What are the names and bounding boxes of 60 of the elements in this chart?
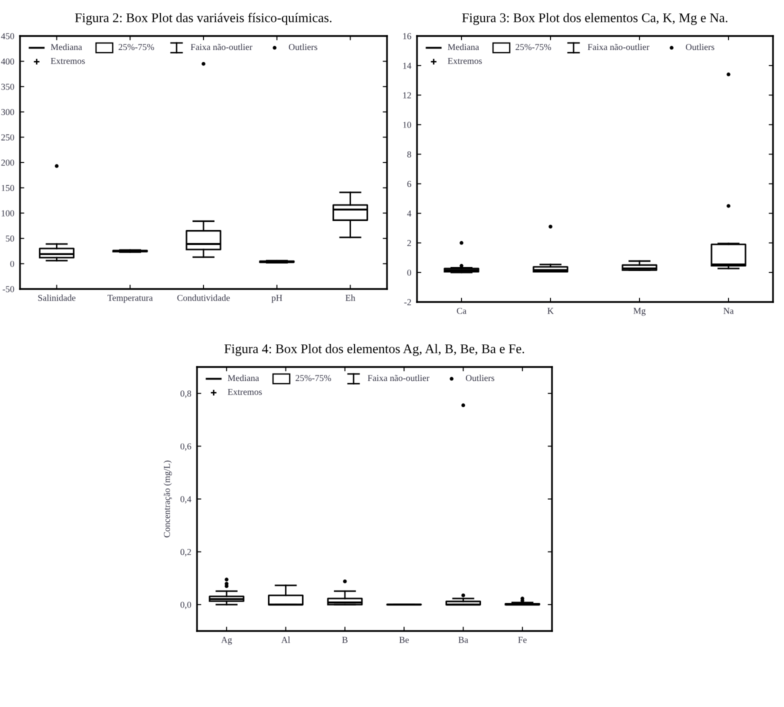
annotation: Extremos: [448, 58, 482, 64]
y-tick-label: 4: [407, 210, 412, 216]
annotation: 25%-75%: [296, 374, 332, 382]
chart-title: Figura 4: Box Plot dos elementos Ag, Al, B, Be, Ba e Fe.: [224, 344, 524, 356]
y-tick-label: 2: [407, 240, 411, 246]
y-tick-label: 0,6: [180, 443, 192, 451]
annotation: Outliers: [686, 44, 714, 50]
annotation: Mediana: [448, 44, 480, 50]
annotation: Extremos: [228, 388, 262, 395]
annotation: Faixa não-outlier: [190, 44, 252, 50]
y-tick-label: 16: [403, 33, 412, 40]
y-tick-label: 150: [2, 184, 14, 192]
annotation: Mediana: [228, 374, 260, 382]
y-tick-label: 50: [6, 236, 14, 242]
y-tick-label: 0,8: [180, 390, 192, 398]
annotation: 25%-75%: [118, 44, 154, 50]
y-tick-label: 12: [403, 92, 411, 98]
y-tick-label: 0,0: [180, 602, 192, 610]
y-tick-label: -2: [404, 299, 411, 306]
annotation: 25%-75%: [516, 44, 552, 50]
x-tick-label: Ba: [458, 636, 468, 643]
y-tick-label: -50: [2, 286, 14, 292]
x-tick-label: Salinidade: [38, 294, 76, 301]
y-tick-label: 200: [1, 160, 14, 166]
y-tick-label: 100: [2, 210, 14, 216]
y-tick-label: 250: [1, 134, 14, 140]
x-tick-label: Eh: [346, 294, 356, 301]
y-tick-label: 14: [403, 62, 412, 69]
x-tick-label: B: [342, 636, 348, 643]
y-tick-label: 6: [407, 180, 412, 187]
x-tick-label: Be: [399, 636, 409, 643]
y-tick-label: 350: [1, 84, 14, 90]
y-tick-label: 400: [1, 58, 14, 65]
x-tick-label: Temperatura: [108, 294, 153, 303]
y-tick-label: 8: [407, 151, 412, 158]
x-tick-label: Na: [723, 308, 734, 314]
y-tick-label: 10: [403, 122, 412, 128]
y-tick-label: 0,4: [180, 496, 192, 504]
y-tick-label: 0,2: [180, 548, 191, 556]
annotation: Outliers: [466, 374, 494, 382]
chart-title: Figura 3: Box Plot dos elementos Ca, K, Mg e Na.: [462, 12, 728, 25]
y-axis-title: Concentração (mg/L): [164, 460, 172, 538]
annotation: Mediana: [50, 44, 82, 50]
x-tick-label: Ca: [456, 308, 466, 314]
x-tick-label: Mg: [633, 308, 646, 316]
annotation: Outliers: [288, 44, 318, 50]
y-tick-label: 0: [407, 270, 412, 276]
x-tick-label: K: [548, 308, 554, 314]
y-tick-label: 300: [1, 109, 14, 116]
annotation: Faixa não-outlier: [368, 374, 430, 382]
x-tick-label: Fe: [518, 636, 527, 643]
annotation: Extremos: [50, 58, 85, 64]
chart-title: Figura 2: Box Plot das variáveis físico-químicas.: [75, 12, 332, 25]
annotation: Faixa não-outlier: [588, 44, 650, 50]
x-tick-label: Ag: [221, 636, 232, 645]
y-tick-label: 450: [1, 33, 14, 40]
y-tick-label: 0: [10, 260, 14, 267]
x-tick-label: Al: [281, 636, 290, 643]
x-tick-label: Condutividade: [177, 294, 230, 301]
x-tick-label: pH: [272, 294, 282, 303]
